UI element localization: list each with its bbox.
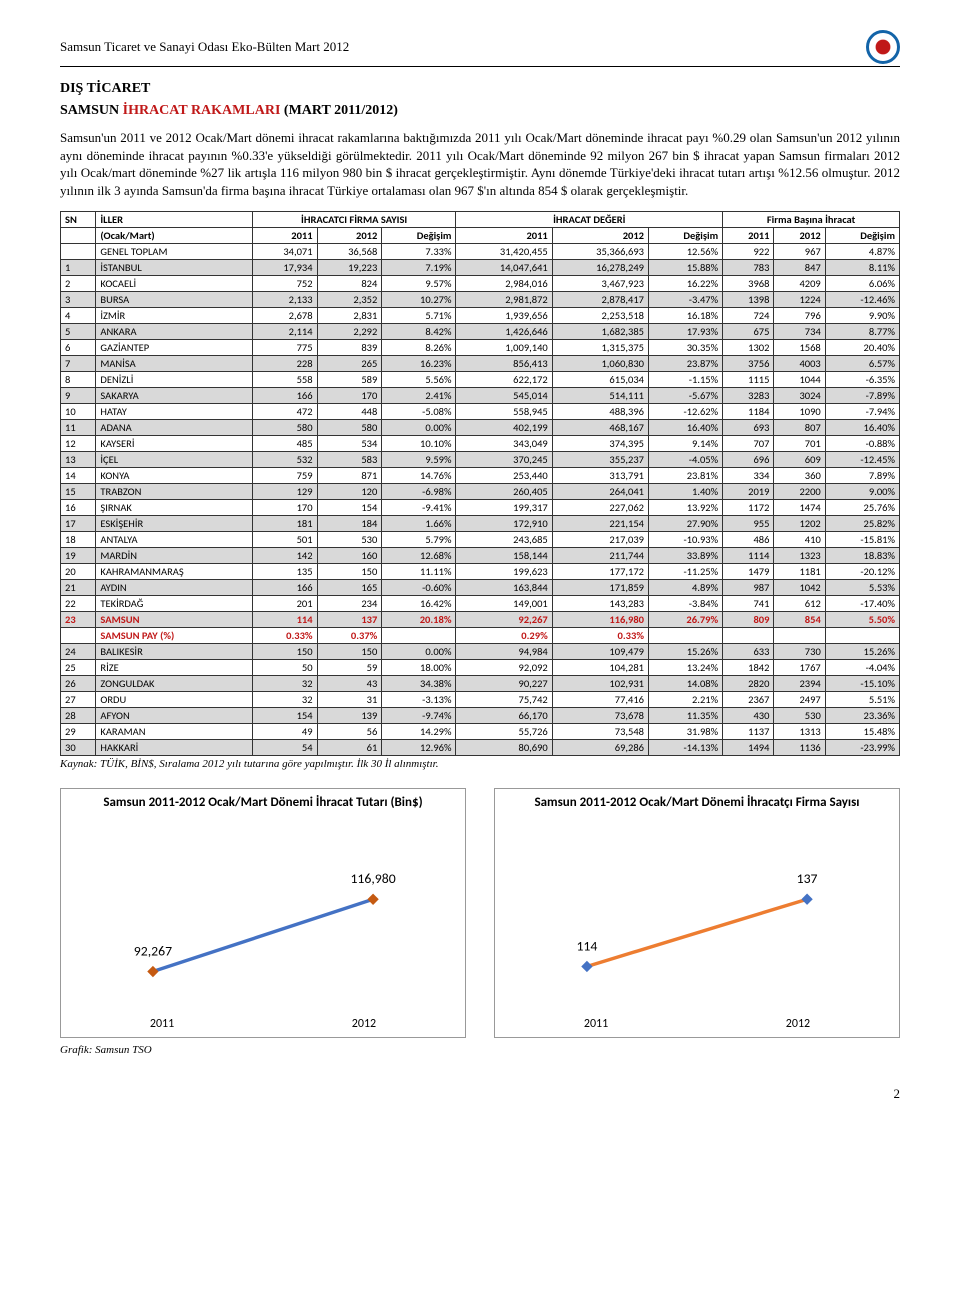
source-note: Kaynak: TÜİK, BİN$, Sıralama 2012 yılı t… (60, 758, 900, 770)
table-row: 16ŞIRNAK170154-9.41%199,317227,06213.92%… (61, 500, 900, 516)
subtitle-prefix: SAMSUN (60, 103, 123, 118)
svg-text:137: 137 (797, 870, 818, 887)
subtitle-suffix: (MART 2011/2012) (284, 103, 398, 118)
table-row: 23SAMSUN11413720.18%92,267116,98026.79%8… (61, 612, 900, 628)
col-group-value: İHRACAT DEĞERİ (456, 212, 723, 228)
svg-text:116,980: 116,980 (350, 870, 395, 887)
chart-source-note: Grafik: Samsun TSO (60, 1044, 900, 1056)
table-row: 12KAYSERİ48553410.10%343,049374,3959.14%… (61, 436, 900, 452)
table-row: 22TEKİRDAĞ20123416.42%149,001143,283-3.8… (61, 596, 900, 612)
logo-icon (866, 30, 900, 64)
table-row: 13İÇEL5325839.59%370,245355,237-4.05%696… (61, 452, 900, 468)
charts-row: Samsun 2011-2012 Ocak/Mart Dönemi İhraca… (60, 788, 900, 1038)
table-row: 15TRABZON129120-6.98%260,405264,0411.40%… (61, 484, 900, 500)
body-paragraph: Samsun'un 2011 ve 2012 Ocak/Mart dönemi … (60, 129, 900, 199)
table-row: 24BALIKESİR1501500.00%94,984109,47915.26… (61, 644, 900, 660)
page-header: Samsun Ticaret ve Sanayi Odası Eko-Bülte… (60, 30, 900, 67)
table-row: 1İSTANBUL17,93419,2237.19%14,047,64116,2… (61, 260, 900, 276)
chart2-plot: 114 137 (525, 844, 869, 1016)
table-row: 8DENİZLİ5585895.56%622,172615,034-1.15%1… (61, 372, 900, 388)
page-number: 2 (60, 1086, 900, 1102)
table-row: 26ZONGULDAK324334.38%90,227102,93114.08%… (61, 676, 900, 692)
table-row: 14KONYA75987114.76%253,440313,79123.81%3… (61, 468, 900, 484)
table-row: 20KAHRAMANMARAŞ13515011.11%199,623177,17… (61, 564, 900, 580)
table-row: SAMSUN PAY (%)0.33%0.37%0.29%0.33% (61, 628, 900, 644)
table-row: 21AYDIN166165-0.60%163,844171,8594.89%98… (61, 580, 900, 596)
table-row: 5ANKARA2,1142,2928.42%1,426,6461,682,385… (61, 324, 900, 340)
col-iller: İLLER (96, 212, 252, 228)
table-row: 9SAKARYA1661702.41%545,014514,111-5.67%3… (61, 388, 900, 404)
table-row: 6GAZİANTEP7758398.26%1,009,1401,315,3753… (61, 340, 900, 356)
chart1-plot: 92,267 116,980 (91, 844, 435, 1016)
chart1-title: Samsun 2011-2012 Ocak/Mart Dönemi İhraca… (61, 789, 465, 811)
header-title: Samsun Ticaret ve Sanayi Odası Eko-Bülte… (60, 39, 349, 55)
chart2-x0: 2011 (584, 1017, 608, 1031)
table-row: 27ORDU3231-3.13%75,74277,4162.21%2367249… (61, 692, 900, 708)
export-table: SN İLLER İHRACATCI FİRMA SAYISI İHRACAT … (60, 211, 900, 756)
subtitle-red: İHRACAT RAKAMLARI (123, 103, 284, 118)
col-group-perfirm: Firma Başına İhracat (723, 212, 900, 228)
chart2-x1: 2012 (786, 1017, 810, 1031)
table-row: 2KOCAELİ7528249.57%2,984,0163,467,92316.… (61, 276, 900, 292)
col-sn: SN (61, 212, 96, 228)
table-row: 28AFYON154139-9.74%66,17073,67811.35%430… (61, 708, 900, 724)
table-row: 19MARDİN14216012.68%158,144211,74433.89%… (61, 548, 900, 564)
col-period: (Ocak/Mart) (96, 228, 252, 244)
table-row: 25RİZE505918.00%92,092104,28113.24%18421… (61, 660, 900, 676)
table-row: 11ADANA5805800.00%402,199468,16716.40%69… (61, 420, 900, 436)
table-row: 4İZMİR2,6782,8315.71%1,939,6562,253,5181… (61, 308, 900, 324)
table-row: 29KARAMAN495614.29%55,72673,54831.98%113… (61, 724, 900, 740)
table-row: GENEL TOPLAM34,07136,5687.33%31,420,4553… (61, 244, 900, 260)
svg-text:92,267: 92,267 (134, 943, 172, 960)
subtitle: SAMSUN İHRACAT RAKAMLARI (MART 2011/2012… (60, 103, 900, 119)
table-row: 17ESKİŞEHİR1811841.66%172,910221,15427.9… (61, 516, 900, 532)
chart2-title: Samsun 2011-2012 Ocak/Mart Dönemi İhraca… (495, 789, 899, 811)
table-row: 3BURSA2,1332,35210.27%2,981,8722,878,417… (61, 292, 900, 308)
svg-text:114: 114 (576, 938, 597, 955)
chart-export-value: Samsun 2011-2012 Ocak/Mart Dönemi İhraca… (60, 788, 466, 1038)
col-group-firms: İHRACATCI FİRMA SAYISI (252, 212, 456, 228)
chart1-x1: 2012 (352, 1017, 376, 1031)
table-row: 7MANİSA22826516.23%856,4131,060,83023.87… (61, 356, 900, 372)
table-row: 18ANTALYA5015305.79%243,685217,039-10.93… (61, 532, 900, 548)
table-row: 10HATAY472448-5.08%558,945488,396-12.62%… (61, 404, 900, 420)
section-title: DIŞ TİCARET (60, 81, 900, 97)
table-subheader: (Ocak/Mart) 2011 2012 Değişim 2011 2012 … (61, 228, 900, 244)
table-header-group: SN İLLER İHRACATCI FİRMA SAYISI İHRACAT … (61, 212, 900, 228)
chart-firm-count: Samsun 2011-2012 Ocak/Mart Dönemi İhraca… (494, 788, 900, 1038)
table-row: 30HAKKARİ546112.96%80,69069,286-14.13%14… (61, 740, 900, 756)
chart1-x0: 2011 (150, 1017, 174, 1031)
